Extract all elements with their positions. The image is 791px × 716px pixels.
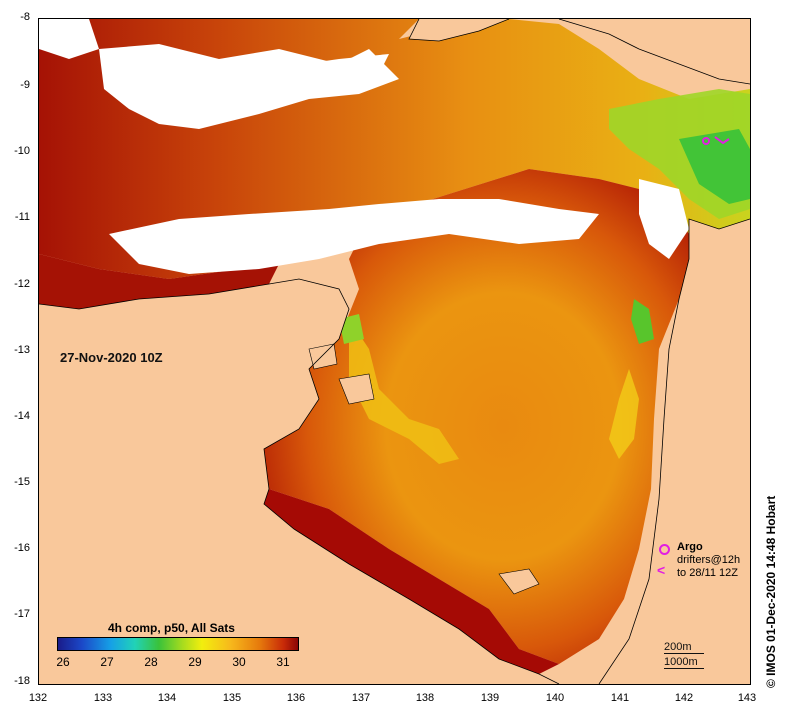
coastline: [39, 278, 560, 684]
island: [498, 568, 540, 595]
lat-tick-label: -15: [14, 476, 30, 488]
eastern-cool-streak: [609, 369, 639, 459]
lon-tick-label: 133: [93, 692, 113, 704]
lat-tick-label: -9: [20, 79, 30, 91]
sst-map-image: [39, 19, 750, 684]
argo-float-marker: [702, 137, 710, 145]
lat-tick-label: -16: [14, 542, 30, 554]
lon-tick-label: 137: [351, 692, 371, 704]
coastal-cool-patch: [631, 299, 654, 344]
argo-legend-icon: [659, 544, 670, 555]
lon-tick-label: 139: [480, 692, 500, 704]
drifter-legend-icon: <: [657, 562, 666, 578]
colorbar-tick: 29: [188, 655, 202, 669]
contour-1000m-label: 1000m: [664, 656, 698, 668]
legend-argo: Argo: [677, 541, 703, 553]
lat-tick-label: -11: [14, 211, 30, 223]
cloud-gap: [39, 19, 99, 59]
contour-legend: 200m 1000m: [664, 640, 698, 670]
gulf-of-carpentaria: [264, 169, 699, 664]
lon-tick-label: 143: [737, 692, 757, 704]
southern-coastal-waters: [264, 489, 559, 674]
coolest-water-patch: [679, 129, 750, 204]
drifter-track: [714, 136, 730, 145]
lat-tick-label: -17: [14, 608, 30, 620]
western-coastal-waters: [39, 254, 279, 309]
lon-tick-label: 134: [157, 692, 177, 704]
cloud-gap: [269, 54, 389, 89]
lat-tick-label: -13: [14, 344, 30, 356]
contour-1000m-line: [664, 668, 704, 669]
lat-tick-label: -10: [14, 145, 30, 157]
colorbar-tick: 30: [232, 655, 246, 669]
map-timestamp: 27-Nov-2020 10Z: [60, 350, 163, 365]
colorbar-tick: 31: [276, 655, 290, 669]
lon-tick-label: 136: [286, 692, 306, 704]
lat-tick-label: -8: [20, 11, 30, 23]
cloud-gap: [639, 179, 689, 259]
coastline: [408, 19, 510, 42]
lon-tick-label: 142: [674, 692, 694, 704]
colorbar: [57, 637, 299, 651]
lat-tick-label: -18: [14, 675, 30, 687]
cape-york-peninsula: [599, 219, 750, 684]
lon-tick-label: 140: [545, 692, 565, 704]
lon-tick-label: 132: [28, 692, 48, 704]
lon-tick-label: 141: [610, 692, 630, 704]
colorbar-title: 4h comp, p50, All Sats: [108, 621, 235, 635]
land-area: [409, 19, 509, 41]
lat-tick-label: -14: [14, 410, 30, 422]
sst-map: [38, 18, 751, 685]
land-area: [559, 19, 750, 84]
credit-label: © IMOS 01-Dec-2020 14:48 Hobart: [764, 495, 778, 688]
contour-200m-label: 200m: [664, 641, 692, 653]
colorbar-tick: 26: [56, 655, 70, 669]
island: [308, 343, 338, 370]
coastline: [558, 19, 750, 85]
lon-tick-label: 135: [222, 692, 242, 704]
legend-drifters-line2: to 28/11 12Z: [677, 567, 738, 579]
colorbar-tick: 28: [144, 655, 158, 669]
cool-water-streak: [349, 319, 459, 464]
legend-drifters-line1: drifters@12h: [677, 554, 741, 566]
coastline: [598, 218, 750, 684]
colorbar-tick: 27: [100, 655, 114, 669]
lat-tick-label: -12: [14, 278, 30, 290]
lon-tick-label: 138: [415, 692, 435, 704]
arnhem-land: [39, 279, 559, 684]
contour-200m-line: [664, 653, 704, 654]
cloud-band: [109, 199, 599, 274]
island: [338, 373, 375, 405]
legend: Argo drifters@12h to 28/11 12Z: [677, 541, 740, 580]
